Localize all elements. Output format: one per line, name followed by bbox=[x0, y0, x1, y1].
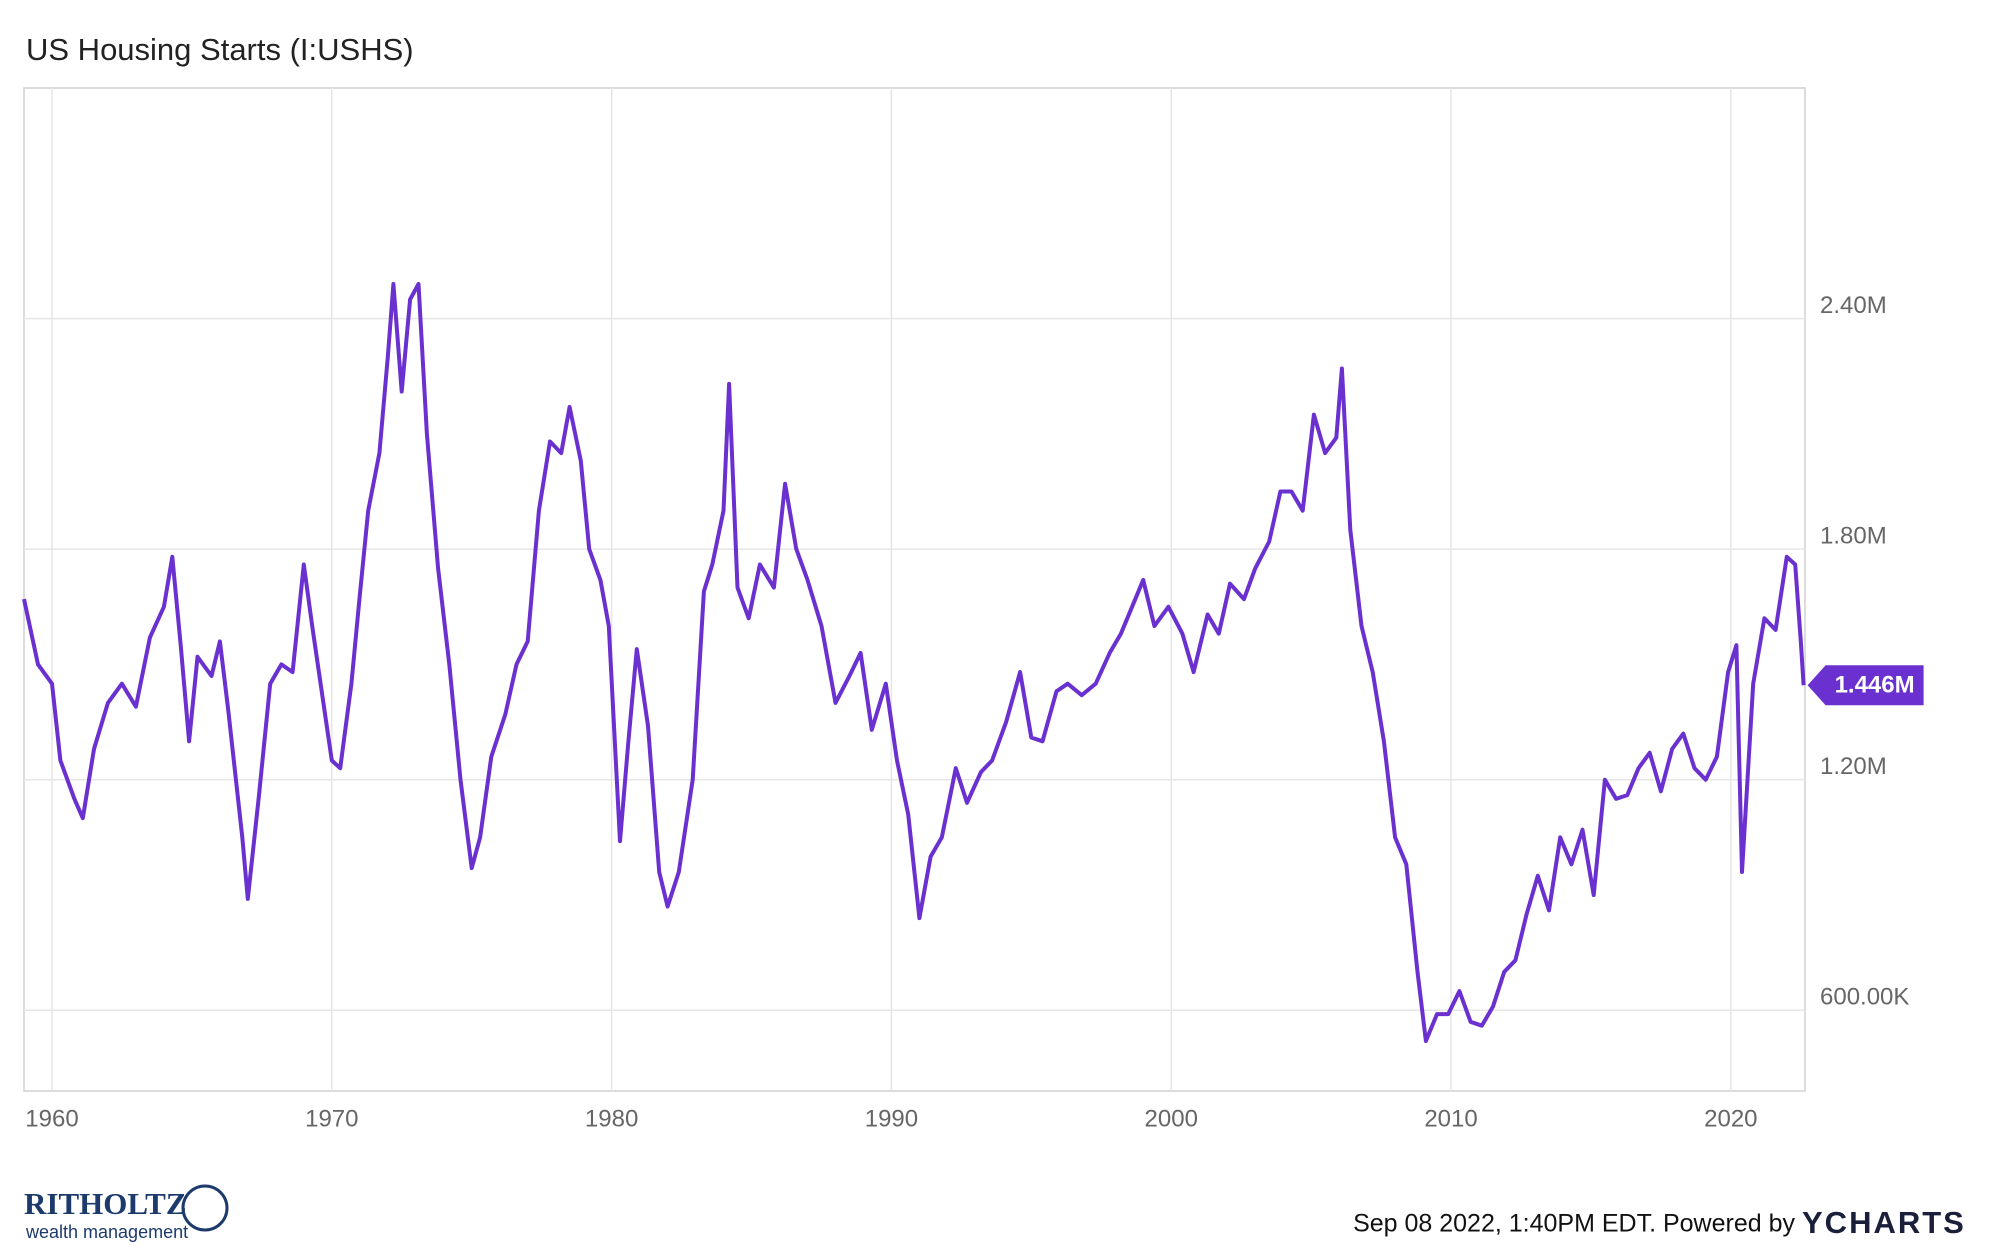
plot-frame bbox=[23, 87, 1806, 1092]
x-tick-label: 2010 bbox=[1424, 1105, 1477, 1132]
line-series bbox=[22, 282, 1806, 1043]
x-tick-label: 2020 bbox=[1704, 1105, 1757, 1132]
footer-brand: YCHARTS bbox=[1802, 1205, 1966, 1240]
y-tick-label: 1.20M bbox=[1820, 753, 1887, 780]
logo-emblem bbox=[181, 1184, 229, 1232]
logo-name: RITHOLTZ bbox=[24, 1186, 187, 1221]
x-tick-label: 1980 bbox=[585, 1105, 638, 1132]
x-tick-label: 1970 bbox=[305, 1105, 358, 1132]
x-tick-label: 1990 bbox=[865, 1105, 918, 1132]
last-value-label: 1.446M bbox=[1835, 672, 1915, 699]
x-tick-label: 1960 bbox=[25, 1105, 78, 1132]
last-value-badge bbox=[1807, 665, 1924, 706]
grid: 600.00K 1.20M 1.80M 2.40M 1960 1970 1980 1990 20… bbox=[24, 88, 1909, 1132]
y-tick-label: 2.40M bbox=[1820, 292, 1887, 319]
logo-tagline: wealth management bbox=[25, 1222, 188, 1242]
footer-timestamp: Sep 08 2022, 1:40PM EDT. Powered by bbox=[1353, 1210, 1795, 1238]
x-tick-label: 2000 bbox=[1145, 1105, 1198, 1132]
y-tick-label: 600.00K bbox=[1820, 984, 1909, 1011]
y-tick-label: 1.80M bbox=[1820, 522, 1887, 549]
chart-title: US Housing Starts (I:USHS) bbox=[26, 32, 414, 67]
marks: 1.446M bbox=[22, 282, 1924, 1043]
